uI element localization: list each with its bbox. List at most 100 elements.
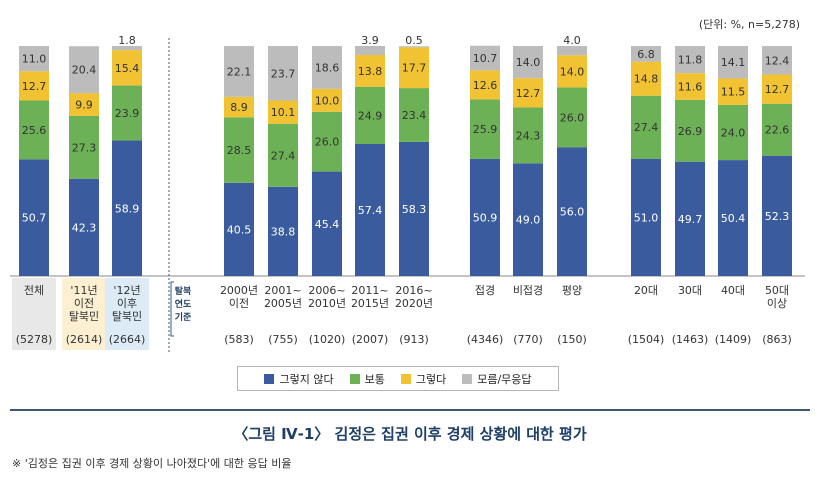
bar-segment-모름/무응답 [718, 46, 748, 79]
data-label: 10.0 [315, 94, 340, 107]
category-label: 2011~ [351, 284, 388, 297]
category-label: 접경 [475, 284, 495, 297]
category-label: '12년 [113, 284, 140, 297]
bar-segment-보통 [399, 88, 429, 142]
data-label: 25.9 [473, 123, 498, 136]
data-label: 3.9 [361, 34, 379, 47]
bar-segment-모름/무응답 [557, 46, 587, 56]
data-label: 23.4 [402, 109, 427, 122]
data-label: 14.1 [721, 56, 746, 69]
data-label: 12.7 [516, 87, 541, 100]
bar-segment-보통 [69, 115, 99, 179]
bar-segment-보통 [112, 85, 142, 141]
bar-segment-보통 [557, 87, 587, 148]
bar-segment-그렇지 않다 [675, 161, 705, 276]
category-label: '11년 [70, 284, 97, 297]
bar-segment-모름/무응답 [312, 46, 342, 89]
bar-segment-모름/무응답 [399, 46, 429, 48]
category-label: 40대 [721, 284, 745, 297]
data-label: 57.4 [358, 204, 383, 217]
bar-segment-그렇지 않다 [355, 143, 385, 276]
bar-segment-모름/무응답 [112, 46, 142, 51]
data-label: 14.0 [560, 65, 585, 78]
sample-size-label: (583) [224, 333, 254, 346]
data-label: 27.4 [271, 149, 296, 162]
category-label: 50대 [765, 284, 789, 297]
figure-title: 〈그림 Ⅳ-1〉 김정은 집권 이후 경제 상황에 대한 평가 [233, 425, 587, 443]
category-label: 이전 [229, 297, 249, 310]
bar-segment-그렇지 않다 [631, 158, 661, 276]
legend-item-agree: 그렇다 [400, 371, 446, 387]
sample-size-label: (5278) [16, 333, 53, 346]
bar-segment-그렇다 [631, 61, 661, 96]
sample-size-label: (1463) [672, 333, 709, 346]
legend-label-disagree: 그렇지 않다 [279, 372, 334, 386]
bar-segment-그렇다 [355, 54, 385, 87]
data-label: 38.8 [271, 225, 296, 238]
bar-segment-모름/무응답 [470, 45, 500, 71]
bar-segment-보통 [675, 99, 705, 162]
bar-segment-그렇다 [312, 88, 342, 112]
sample-size-label: (770) [513, 333, 543, 346]
bar-segment-보통 [19, 100, 49, 160]
category-label: 비접경 [513, 284, 543, 297]
sample-size-label: (913) [399, 333, 429, 346]
bar-segment-그렇지 않다 [112, 140, 142, 276]
data-label: 14.8 [634, 73, 659, 86]
data-label: 50.4 [721, 212, 746, 225]
legend-label-neutral: 보통 [364, 372, 385, 386]
bar-segment-그렇지 않다 [268, 186, 298, 276]
sample-size-label: (863) [762, 333, 792, 346]
group-label-line: 기준 [175, 311, 192, 323]
bar-segment-그렇다 [557, 55, 587, 88]
bar-segment-그렇지 않다 [224, 182, 254, 276]
data-label: 26.9 [678, 125, 703, 138]
data-label: 27.4 [634, 121, 659, 134]
data-label: 27.3 [72, 141, 97, 154]
data-label: 14.0 [516, 56, 541, 69]
data-label: 51.0 [634, 211, 659, 224]
data-label: 11.6 [678, 80, 703, 93]
data-label: 23.7 [271, 67, 296, 80]
footnote: ※ '김정은 집권 이후 경제 상황이 나아졌다'에 대한 응답 비율 [12, 457, 292, 470]
data-label: 40.5 [227, 223, 252, 236]
data-label: 11.0 [22, 53, 47, 66]
category-label: 이후 [117, 297, 137, 310]
bar-segment-그렇다 [513, 78, 543, 108]
data-label: 23.9 [115, 107, 140, 120]
data-label: 12.6 [473, 79, 498, 92]
data-label: 58.3 [402, 203, 427, 216]
category-label: 탈북민 [69, 310, 99, 323]
bar-segment-모름/무응답 [631, 46, 661, 62]
category-label: 2006~ [308, 284, 345, 297]
category-label: 탈북민 [112, 310, 142, 323]
bar-segment-그렇다 [675, 73, 705, 100]
bar-segment-보통 [631, 95, 661, 159]
category-label: 평양 [562, 284, 582, 297]
bar-segment-그렇다 [399, 47, 429, 89]
bar-segment-모름/무응답 [19, 46, 49, 72]
data-label: 26.0 [315, 136, 340, 149]
data-label: 50.9 [473, 211, 498, 224]
data-label: 49.0 [516, 214, 541, 227]
data-label: 8.9 [230, 101, 248, 114]
data-label: 56.0 [560, 206, 585, 219]
bar-segment-모름/무응답 [513, 46, 543, 79]
group-bracket [170, 281, 174, 337]
bar-segment-보통 [762, 103, 792, 156]
sample-size-label: (1409) [715, 333, 752, 346]
bar-segment-그렇다 [470, 70, 500, 100]
unit-note: (단위: %, n=5,278) [698, 18, 800, 31]
bar-segment-그렇지 않다 [69, 178, 99, 276]
data-label: 10.7 [473, 52, 498, 65]
bar-segment-모름/무응답 [268, 46, 298, 101]
data-label: 18.6 [315, 61, 340, 74]
legend-swatch-agree [400, 373, 411, 384]
data-label: 11.5 [721, 86, 746, 99]
bar-segment-모름/무응답 [355, 46, 385, 55]
legend-swatch-neutral [349, 373, 360, 384]
data-label: 22.1 [227, 65, 252, 78]
bar-segment-그렇다 [112, 50, 142, 86]
category-label: 이전 [74, 297, 94, 310]
